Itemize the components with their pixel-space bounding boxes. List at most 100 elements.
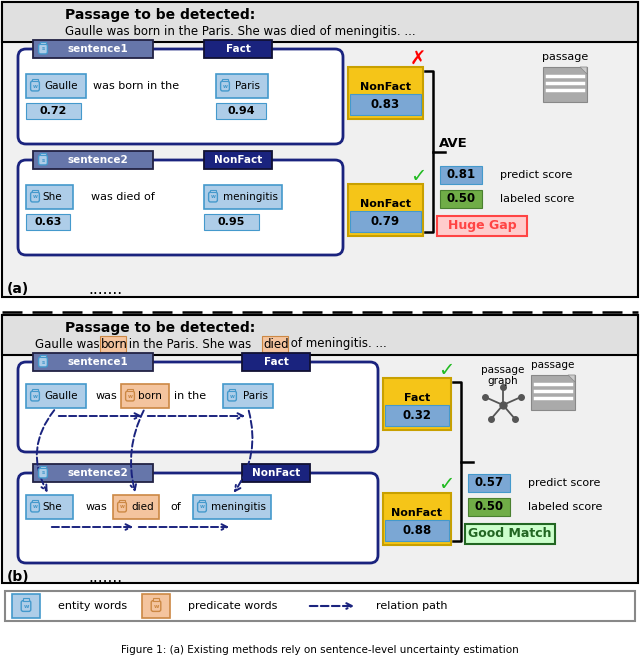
Text: 0.95: 0.95 <box>218 217 245 227</box>
Text: 0.81: 0.81 <box>447 168 476 181</box>
Text: NonFact: NonFact <box>360 199 411 209</box>
Text: ✓: ✓ <box>438 476 454 494</box>
Bar <box>40 153 45 155</box>
Bar <box>40 466 45 468</box>
Bar <box>113 495 159 519</box>
Text: died: died <box>263 338 289 350</box>
Text: s: s <box>42 47 45 51</box>
Bar <box>127 389 132 392</box>
Text: w: w <box>223 83 227 89</box>
Text: w: w <box>23 604 29 608</box>
Bar <box>350 211 421 232</box>
Text: She: She <box>43 502 62 512</box>
Text: of meningitis. ...: of meningitis. ... <box>287 338 387 350</box>
Text: w: w <box>154 604 159 608</box>
Bar <box>543 67 587 102</box>
Text: w: w <box>33 83 38 89</box>
Bar <box>33 464 153 482</box>
Text: Passage to be detected:: Passage to be detected: <box>65 321 255 335</box>
Text: NonFact: NonFact <box>360 82 411 92</box>
Text: ✓: ✓ <box>438 360 454 380</box>
Text: 0.57: 0.57 <box>474 476 504 489</box>
Bar <box>2 2 638 42</box>
Bar <box>440 165 482 183</box>
Text: labeled score: labeled score <box>528 502 602 512</box>
Text: passage: passage <box>481 365 525 375</box>
Text: ✓: ✓ <box>410 167 426 185</box>
Bar <box>468 474 510 492</box>
Text: w: w <box>200 504 205 510</box>
Bar <box>465 524 555 544</box>
Text: w: w <box>127 394 132 398</box>
Bar <box>40 355 45 358</box>
Text: predict score: predict score <box>500 169 572 179</box>
Text: s: s <box>42 360 45 364</box>
Text: 0.32: 0.32 <box>403 409 431 422</box>
Bar <box>5 591 635 621</box>
Bar <box>383 378 451 430</box>
FancyBboxPatch shape <box>18 160 343 255</box>
Text: relation path: relation path <box>376 601 448 611</box>
Bar <box>204 214 259 230</box>
Bar <box>40 42 45 44</box>
Bar <box>121 384 169 408</box>
Bar <box>12 594 40 618</box>
FancyBboxPatch shape <box>38 44 47 54</box>
FancyBboxPatch shape <box>18 49 343 144</box>
Text: passage: passage <box>531 360 575 370</box>
Bar <box>440 189 482 207</box>
Bar <box>33 151 153 169</box>
Bar <box>26 185 73 209</box>
Bar <box>204 151 272 169</box>
FancyBboxPatch shape <box>18 362 378 452</box>
Text: born: born <box>138 391 162 401</box>
Text: Gaulle was born in the Paris. She was died of meningitis. ...: Gaulle was born in the Paris. She was di… <box>65 25 415 37</box>
Text: was: was <box>85 502 107 512</box>
Bar <box>2 315 638 583</box>
Bar <box>242 353 310 371</box>
Bar <box>33 40 153 58</box>
Text: 0.50: 0.50 <box>447 192 476 205</box>
Bar <box>216 103 266 119</box>
Bar <box>385 405 449 426</box>
Text: w: w <box>33 394 38 398</box>
Bar <box>2 2 638 297</box>
Bar <box>33 353 153 371</box>
Bar <box>242 464 310 482</box>
Text: She: She <box>43 192 62 202</box>
Text: in the Paris. She was: in the Paris. She was <box>125 338 255 350</box>
Text: sentence1: sentence1 <box>68 44 129 54</box>
Bar <box>216 74 268 98</box>
Bar <box>142 594 170 618</box>
Bar <box>26 103 81 119</box>
Text: in the: in the <box>174 391 206 401</box>
Text: Good Match: Good Match <box>468 527 552 540</box>
Text: w: w <box>120 504 125 510</box>
Text: labeled score: labeled score <box>500 193 574 203</box>
Text: meningitis: meningitis <box>211 502 266 512</box>
Text: sentence2: sentence2 <box>68 468 129 478</box>
Bar <box>437 215 527 235</box>
Text: of: of <box>171 502 181 512</box>
Text: passage: passage <box>542 52 588 62</box>
Bar <box>33 389 38 392</box>
Bar <box>350 94 421 115</box>
FancyBboxPatch shape <box>18 473 378 563</box>
Bar <box>262 336 288 352</box>
Bar <box>26 214 70 230</box>
Text: 0.83: 0.83 <box>371 98 400 111</box>
Text: Fact: Fact <box>404 393 430 403</box>
Text: .......: ....... <box>88 281 122 297</box>
FancyBboxPatch shape <box>38 468 47 478</box>
Text: w: w <box>230 394 234 398</box>
Bar <box>26 495 73 519</box>
Text: 0.63: 0.63 <box>35 217 61 227</box>
Text: (a): (a) <box>7 282 29 296</box>
Bar <box>385 520 449 541</box>
Bar <box>200 500 205 502</box>
Text: 0.50: 0.50 <box>474 500 504 513</box>
Text: Paris: Paris <box>236 81 260 91</box>
Bar <box>33 500 38 502</box>
FancyBboxPatch shape <box>125 391 134 401</box>
Text: was born in the: was born in the <box>93 81 179 91</box>
